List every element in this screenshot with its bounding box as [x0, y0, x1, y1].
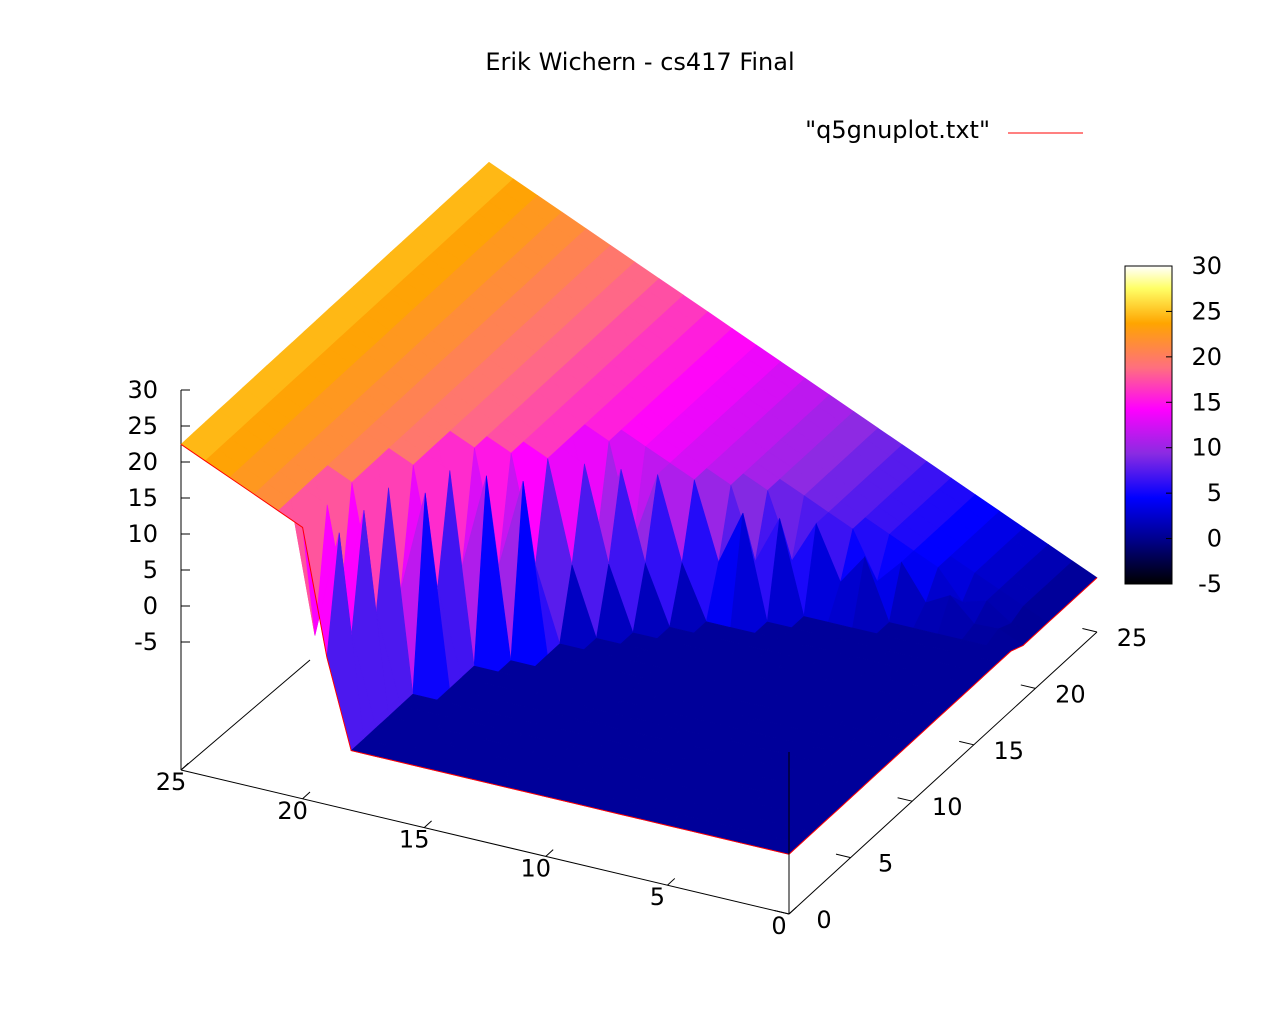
surface-front-edge-x [180, 443, 790, 855]
x-tick-label: 10 [521, 854, 552, 882]
x-tick-label: 15 [399, 826, 430, 854]
colorbar-tick-label: 30 [1191, 252, 1222, 280]
x-tick-label: 0 [771, 912, 786, 940]
x-tick-mark [302, 791, 311, 800]
x-tick-mark [545, 849, 554, 857]
z-tick-label: 25 [127, 412, 158, 440]
y-tick-mark [774, 910, 790, 915]
y-tick-mark [1020, 684, 1036, 689]
x-tick-label: 5 [650, 883, 665, 911]
z-tick-label: 30 [127, 376, 158, 404]
y-tick-mark [835, 853, 851, 859]
x-tick-mark [423, 820, 432, 828]
z-tick-label: 15 [127, 484, 158, 512]
x-tick-mark [788, 906, 797, 915]
y-tick-mark [897, 797, 913, 802]
surface-front-edge-y [788, 577, 1098, 855]
colorbar-gradient [1124, 265, 1173, 585]
colorbar: -5 0 5 10 15 20 25 30 [1124, 252, 1222, 598]
axis-box-front [180, 631, 1098, 915]
z-tick-label: 0 [143, 592, 158, 620]
colorbar-tick-label: 10 [1191, 434, 1222, 462]
y-tick-mark [959, 740, 974, 746]
z-tick-label: -5 [134, 628, 158, 656]
z-tick-label: 20 [127, 448, 158, 476]
x-axis-ticks: 0 5 10 15 20 25 [156, 762, 797, 940]
y-tick-label: 0 [816, 906, 831, 934]
x-tick-mark [667, 878, 676, 886]
x-tick-label: 25 [156, 768, 187, 796]
y-tick-label: 15 [994, 737, 1025, 765]
colorbar-tick-label: 20 [1191, 343, 1222, 371]
y-tick-label: 5 [878, 850, 893, 878]
colorbar-tick-label: 15 [1191, 388, 1222, 416]
legend-entry-label: "q5gnuplot.txt" [805, 116, 990, 144]
y-axis-ticks: 0 5 10 15 20 25 [774, 624, 1147, 934]
y-tick-label: 10 [932, 793, 963, 821]
y-tick-label: 25 [1117, 624, 1148, 652]
y-tick-mark [1082, 628, 1098, 633]
colorbar-tick-label: 5 [1207, 479, 1222, 507]
chart-title: Erik Wichern - cs417 Final [485, 48, 794, 76]
z-tick-label: 10 [127, 520, 158, 548]
x-tick-label: 20 [277, 797, 308, 825]
surface-mesh [180, 161, 1098, 855]
colorbar-tick-label: 25 [1191, 297, 1222, 325]
colorbar-ticks: -5 0 5 10 15 20 25 30 [1166, 252, 1222, 598]
z-tick-label: 5 [143, 556, 158, 584]
x-tick-mark [180, 762, 189, 771]
colorbar-tick-label: -5 [1198, 570, 1222, 598]
z-axis-ticks: -5 0 5 10 15 20 25 30 [127, 376, 190, 656]
legend: "q5gnuplot.txt" [805, 116, 1083, 144]
y-tick-label: 20 [1055, 680, 1086, 708]
colorbar-tick-label: 0 [1207, 525, 1222, 553]
